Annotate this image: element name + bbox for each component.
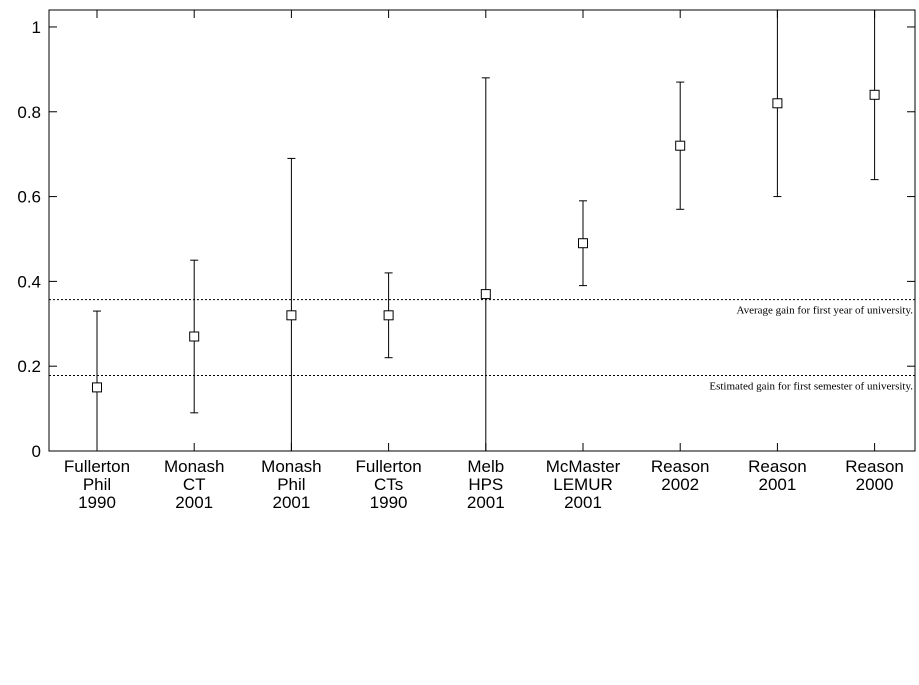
data-point xyxy=(675,140,686,151)
x-category-label-line: Phil xyxy=(277,475,305,494)
x-category-label-line: 2001 xyxy=(467,493,505,512)
y-tick-label: 0.6 xyxy=(17,188,41,207)
data-point xyxy=(189,331,200,342)
y-tick-label: 0 xyxy=(32,442,41,461)
x-category-label-line: Monash xyxy=(261,457,321,476)
x-category-label-line: 2001 xyxy=(564,493,602,512)
plot-frame xyxy=(48,9,916,452)
x-category-label-line: CTs xyxy=(374,475,403,494)
x-category-label-line: Phil xyxy=(83,475,111,494)
y-axis: 0 0.2 0.4 0.6 0.8 1 xyxy=(17,18,915,461)
x-category-label-line: 1990 xyxy=(370,493,408,512)
data-point xyxy=(772,98,783,109)
y-tick-label: 0.2 xyxy=(17,357,41,376)
x-category-label-line: Fullerton xyxy=(356,457,422,476)
x-category-label-line: 2001 xyxy=(175,493,213,512)
x-category-label-line: Monash xyxy=(164,457,224,476)
x-category-label: Fullerton CTs 1990 xyxy=(356,457,422,512)
x-category-label-line: Fullerton xyxy=(64,457,130,476)
data-point xyxy=(383,310,394,321)
reference-line-label: Estimated gain for first semester of uni… xyxy=(709,381,913,393)
y-tick-label: 0.4 xyxy=(17,272,41,291)
x-category-label-line: 2000 xyxy=(856,475,894,494)
x-category-label: Reason 2000 xyxy=(845,457,904,494)
x-category-label-line: Melb xyxy=(467,457,504,476)
x-category-label: Monash CT 2001 xyxy=(164,457,224,512)
x-category-label-line: 2001 xyxy=(272,493,310,512)
x-category-label: Reason 2001 xyxy=(748,457,807,494)
x-category-label-line: Reason xyxy=(748,457,807,476)
x-category-label-line: CT xyxy=(183,475,206,494)
y-tick-label: 0.8 xyxy=(17,103,41,122)
reference-lines: Average gain for first year of universit… xyxy=(49,299,915,393)
x-category-label: Reason 2002 xyxy=(651,457,710,494)
x-category-label-line: LEMUR xyxy=(553,475,613,494)
x-category-label: Melb HPS 2001 xyxy=(467,457,505,512)
data-point xyxy=(92,382,102,393)
reference-line-label: Average gain for first year of universit… xyxy=(736,305,913,317)
data-point xyxy=(578,238,588,249)
y-tick-label: 1 xyxy=(32,18,41,37)
x-category-label: Monash Phil 2001 xyxy=(261,457,321,512)
data-point xyxy=(869,89,880,100)
data-points xyxy=(92,89,880,393)
x-category-label-line: Reason xyxy=(845,457,904,476)
x-category-label-line: 2001 xyxy=(758,475,796,494)
x-category-label: McMaster LEMUR 2001 xyxy=(546,457,621,512)
x-category-label: Fullerton Phil 1990 xyxy=(64,457,130,512)
x-category-label-line: Reason xyxy=(651,457,710,476)
data-point xyxy=(286,310,297,321)
x-category-label-line: 2002 xyxy=(661,475,699,494)
data-point xyxy=(480,289,491,300)
x-category-label-line: 1990 xyxy=(78,493,116,512)
x-category-label-line: McMaster xyxy=(546,457,621,476)
x-category-label-line: HPS xyxy=(468,475,503,494)
